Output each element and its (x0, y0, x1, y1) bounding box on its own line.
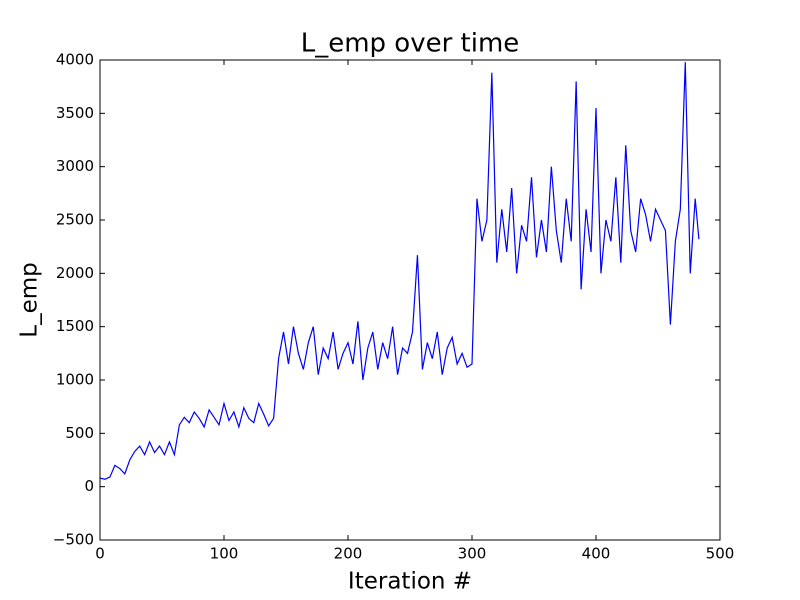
y-tick-label: 1000 (56, 371, 94, 389)
x-tick-label: 500 (706, 545, 735, 563)
x-tick-label: 100 (210, 545, 239, 563)
x-tick-label: 300 (458, 545, 487, 563)
plot-frame (99, 59, 721, 541)
y-tick-label: 3500 (56, 104, 94, 122)
y-tick-label: 2500 (56, 211, 94, 229)
x-axis-label: Iteration # (348, 569, 472, 595)
y-tick-label: 0 (84, 477, 94, 495)
y-tick-label: 3000 (56, 157, 94, 175)
y-tick-label: −500 (53, 531, 94, 549)
x-tick-label: 400 (582, 545, 611, 563)
y-tick-label: 1500 (56, 317, 94, 335)
x-tick-label: 200 (334, 545, 363, 563)
y-tick-label: 500 (65, 424, 94, 442)
chart-title: L_emp over time (301, 29, 520, 59)
y-tick-label: 4000 (56, 51, 94, 69)
data-line (99, 62, 700, 480)
y-tick-label: 2000 (56, 264, 94, 282)
x-tick-label: 0 (95, 545, 105, 563)
y-axis-label: L_emp (17, 262, 43, 337)
